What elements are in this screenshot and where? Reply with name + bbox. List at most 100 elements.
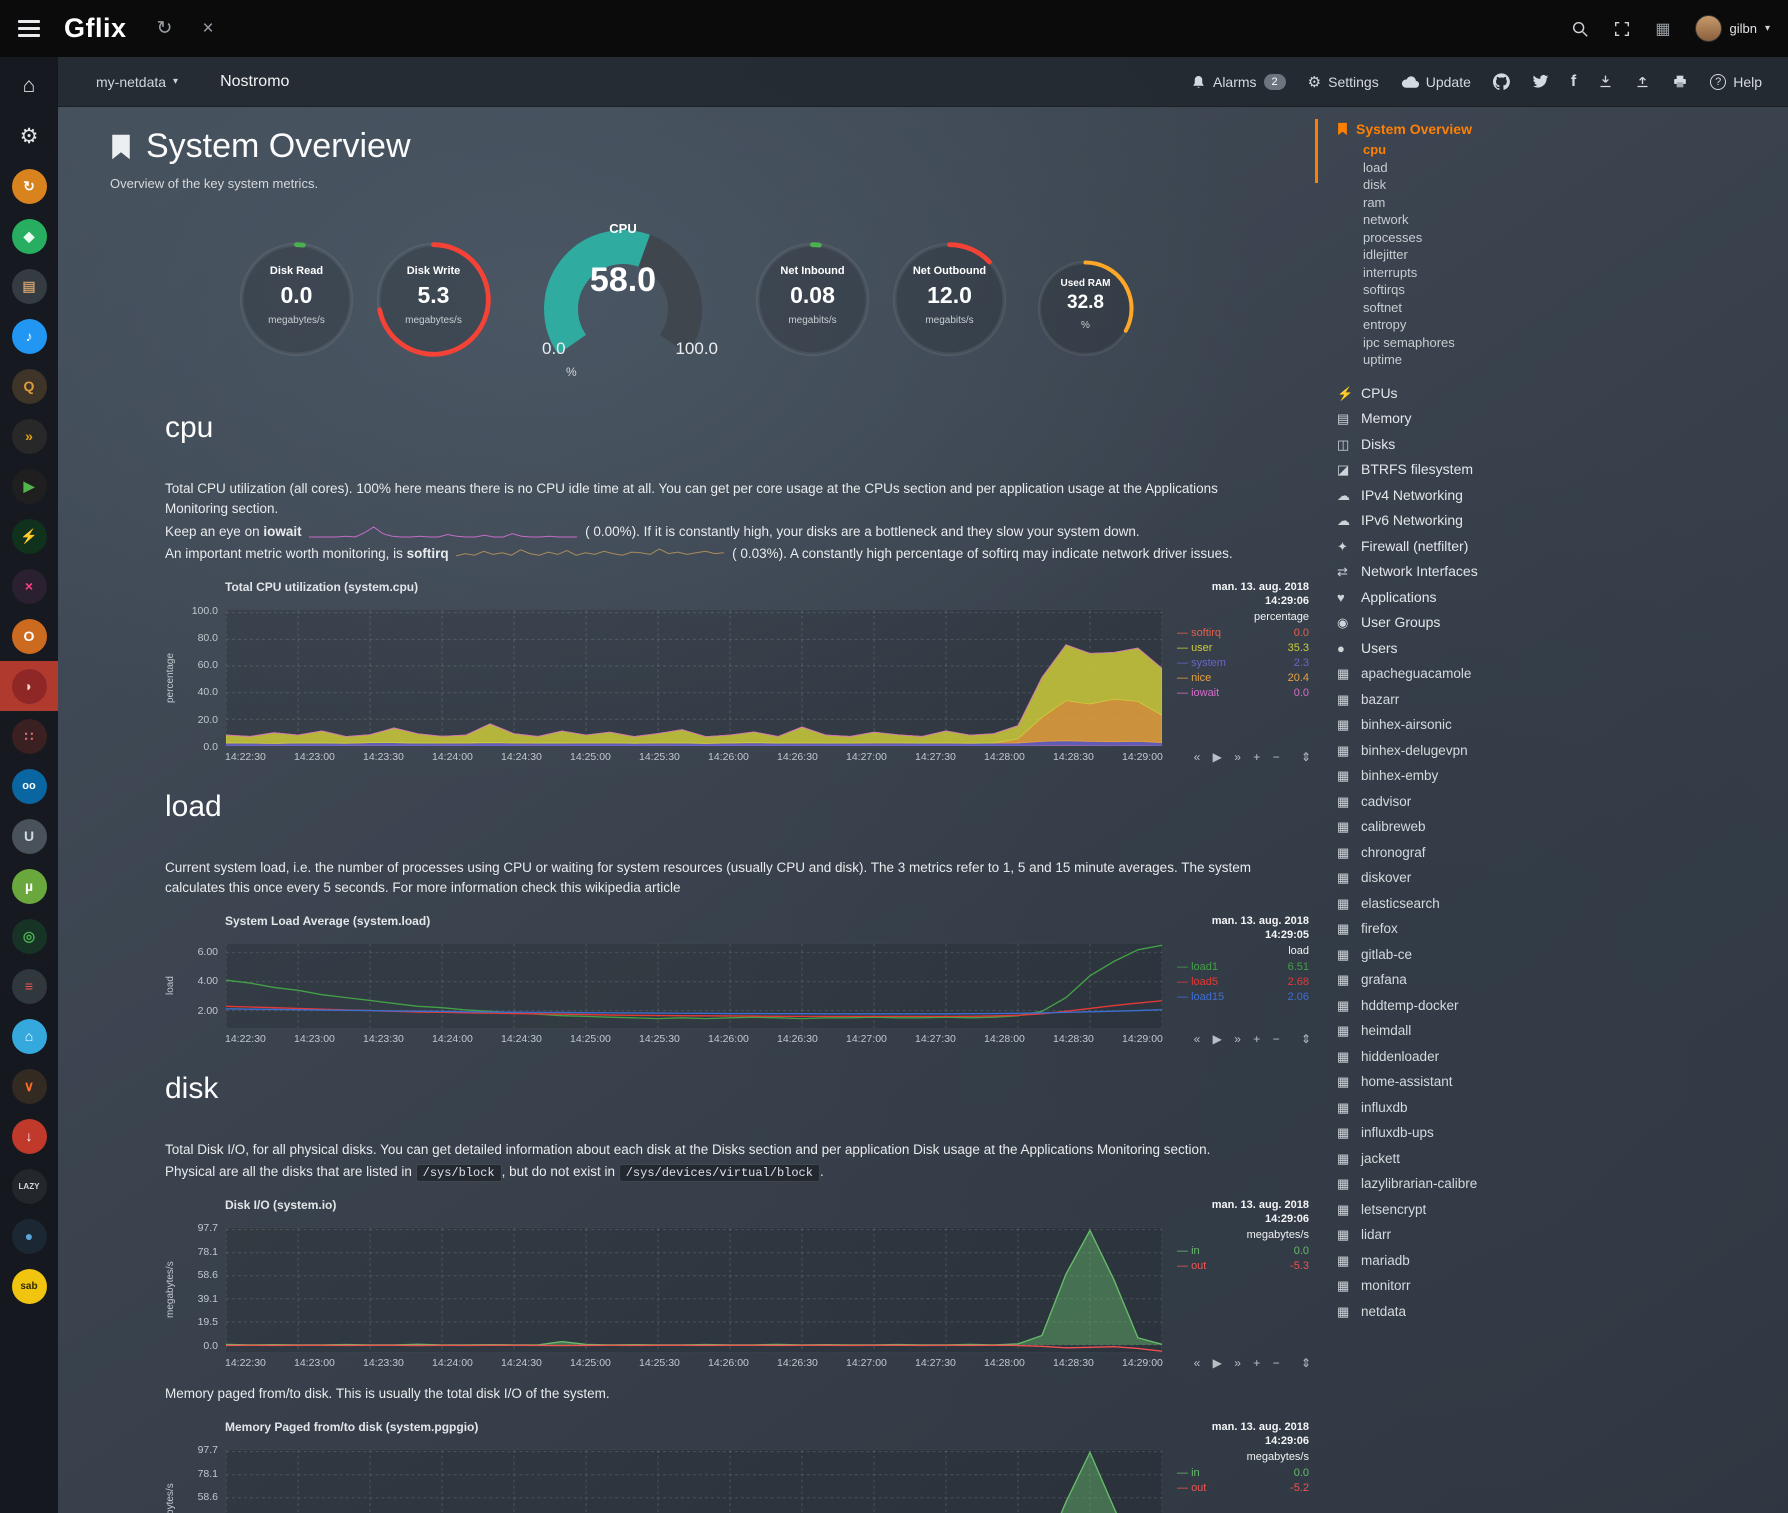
nav-app-item[interactable]: ▦ influxdb-ups (1337, 1120, 1778, 1146)
nav-app-item[interactable]: ▦ binhex-emby (1337, 763, 1778, 789)
app-shortcut[interactable]: sab (0, 1261, 58, 1311)
gauge-used-ram[interactable]: Used RAM 32.8% (1028, 251, 1148, 381)
fullscreen-icon[interactable] (1613, 20, 1631, 38)
legend-row[interactable]: softirq 0.0 (1177, 626, 1309, 641)
nav-subitem[interactable]: processes (1363, 229, 1423, 245)
nav-section-system-overview[interactable]: System Overview (1337, 121, 1778, 137)
nav-app-item[interactable]: ▦ calibreweb (1337, 814, 1778, 840)
nav-app-item[interactable]: ▦ grafana (1337, 967, 1778, 993)
nav-app-item[interactable]: ▦ elasticsearch (1337, 891, 1778, 917)
resize-handle[interactable]: ⇕ (1300, 1355, 1311, 1370)
legend-row[interactable]: load5 2.68 (1177, 975, 1309, 990)
rewind-button[interactable]: « (1193, 1031, 1201, 1046)
nav-app-item[interactable]: ▦ influxdb (1337, 1095, 1778, 1121)
nav-section-item[interactable]: ⇄ Network Interfaces (1337, 559, 1778, 585)
apps-grid-icon[interactable]: ▦ (1655, 20, 1671, 38)
nav-app-item[interactable]: ▦ binhex-airsonic (1337, 712, 1778, 738)
nav-subitem[interactable]: uptime (1363, 352, 1403, 367)
resize-handle[interactable]: ⇕ (1300, 749, 1311, 764)
nav-subitem[interactable]: ipc semaphores (1363, 334, 1455, 350)
nav-subitem[interactable]: entropy (1363, 317, 1407, 332)
nav-section-item[interactable]: ◉ User Groups (1337, 610, 1778, 636)
nav-app-item[interactable]: ▦ hiddenloader (1337, 1044, 1778, 1070)
update-button[interactable]: Update (1401, 74, 1471, 90)
app-shortcut[interactable]: ⌂ (0, 1011, 58, 1061)
app-shortcut[interactable]: ↻ (0, 161, 58, 211)
app-shortcut[interactable]: ♪ (0, 311, 58, 361)
nav-app-item[interactable]: ▦ jackett (1337, 1146, 1778, 1172)
legend-row[interactable]: in 0.0 (1177, 1244, 1309, 1259)
nav-app-item[interactable]: ▦ cadvisor (1337, 789, 1778, 815)
legend-row[interactable]: user 35.3 (1177, 641, 1309, 656)
twitter-icon[interactable] (1532, 73, 1549, 90)
legend-row[interactable]: system 2.3 (1177, 656, 1309, 671)
upload-icon[interactable] (1635, 74, 1650, 89)
app-shortcut[interactable]: × (0, 561, 58, 611)
legend-row[interactable]: nice 20.4 (1177, 671, 1309, 686)
forward-button[interactable]: » (1234, 749, 1241, 764)
nav-app-item[interactable]: ▦ heimdall (1337, 1018, 1778, 1044)
github-icon[interactable] (1492, 73, 1510, 90)
app-shortcut[interactable]: µ (0, 861, 58, 911)
nav-subitem[interactable]: softnet (1363, 299, 1403, 315)
zoom-in-button[interactable]: + (1253, 749, 1261, 764)
gauge-net-inbound[interactable]: Net Inbound 0.08 megabits/s (744, 231, 881, 379)
nav-app-item[interactable]: ▦ bazarr (1337, 687, 1778, 713)
plot-area[interactable] (226, 1449, 1162, 1513)
rewind-button[interactable]: « (1193, 749, 1201, 764)
help-button[interactable]: ? Help (1710, 73, 1762, 90)
refresh-icon[interactable]: ↻ (156, 18, 173, 39)
facebook-icon[interactable]: f (1570, 72, 1577, 90)
app-shortcut[interactable]: oo (0, 761, 58, 811)
nav-app-item[interactable]: ▦ home-assistant (1337, 1069, 1778, 1095)
app-shortcut[interactable]: ∷ (0, 711, 58, 761)
legend-row[interactable]: out -5.2 (1177, 1481, 1309, 1496)
nav-section-item[interactable]: ☁ IPv4 Networking (1337, 483, 1778, 509)
app-shortcut[interactable]: ▶ (0, 461, 58, 511)
app-shortcut[interactable]: U (0, 811, 58, 861)
plot-area[interactable] (226, 1227, 1162, 1352)
nav-subitem[interactable]: disk (1363, 177, 1387, 192)
nav-subitem[interactable]: load (1363, 159, 1388, 175)
settings-button[interactable]: ⚙ (0, 111, 58, 161)
app-shortcut[interactable]: » (0, 411, 58, 461)
app-shortcut[interactable]: ● (0, 1211, 58, 1261)
nav-section-item[interactable]: ☁ IPv6 Networking (1337, 508, 1778, 534)
nav-subitem[interactable]: idlejitter (1363, 247, 1408, 262)
zoom-in-button[interactable]: + (1253, 1031, 1261, 1046)
legend-row[interactable]: in 0.0 (1177, 1466, 1309, 1481)
app-shortcut[interactable]: ↓ (0, 1111, 58, 1161)
nav-section-item[interactable]: ◫ Disks (1337, 432, 1778, 458)
legend-row[interactable]: iowait 0.0 (1177, 686, 1309, 701)
nav-section-item[interactable]: ◪ BTRFS filesystem (1337, 457, 1778, 483)
nav-app-item[interactable]: ▦ diskover (1337, 865, 1778, 891)
gauge-disk-read[interactable]: Disk Read 0.0 megabytes/s (228, 231, 365, 379)
zoom-out-button[interactable]: − (1272, 1355, 1280, 1370)
nav-section-item[interactable]: ✦ Firewall (netfilter) (1337, 534, 1778, 560)
app-shortcut[interactable]: Q (0, 361, 58, 411)
plot-area[interactable] (226, 609, 1162, 746)
print-icon[interactable] (1672, 74, 1688, 89)
legend-row[interactable]: load15 2.06 (1177, 990, 1309, 1005)
nav-app-item[interactable]: ▦ netdata (1337, 1299, 1778, 1325)
app-shortcut[interactable]: LAZY (0, 1161, 58, 1211)
nav-app-item[interactable]: ▦ lidarr (1337, 1222, 1778, 1248)
app-shortcut[interactable]: ◗ (0, 661, 58, 711)
legend-row[interactable]: load1 6.51 (1177, 960, 1309, 975)
nav-app-item[interactable]: ▦ hddtemp-docker (1337, 993, 1778, 1019)
nav-app-item[interactable]: ▦ chronograf (1337, 840, 1778, 866)
rewind-button[interactable]: « (1193, 1355, 1201, 1370)
app-shortcut[interactable]: O (0, 611, 58, 661)
hamburger-menu-icon[interactable] (18, 20, 40, 37)
nav-subitem[interactable]: cpu (1363, 142, 1387, 157)
zoom-in-button[interactable]: + (1253, 1355, 1261, 1370)
nav-section-item[interactable]: ⚡ CPUs (1337, 381, 1778, 407)
nav-subitem[interactable]: softirqs (1363, 282, 1405, 297)
play-button[interactable]: ▶ (1212, 749, 1222, 764)
nav-section-item[interactable]: ♥ Applications (1337, 585, 1778, 611)
nav-app-item[interactable]: ▦ letsencrypt (1337, 1197, 1778, 1223)
play-button[interactable]: ▶ (1212, 1031, 1222, 1046)
nav-subitem[interactable]: ram (1363, 194, 1386, 210)
nav-app-item[interactable]: ▦ gitlab-ce (1337, 942, 1778, 968)
search-icon[interactable] (1571, 20, 1589, 38)
